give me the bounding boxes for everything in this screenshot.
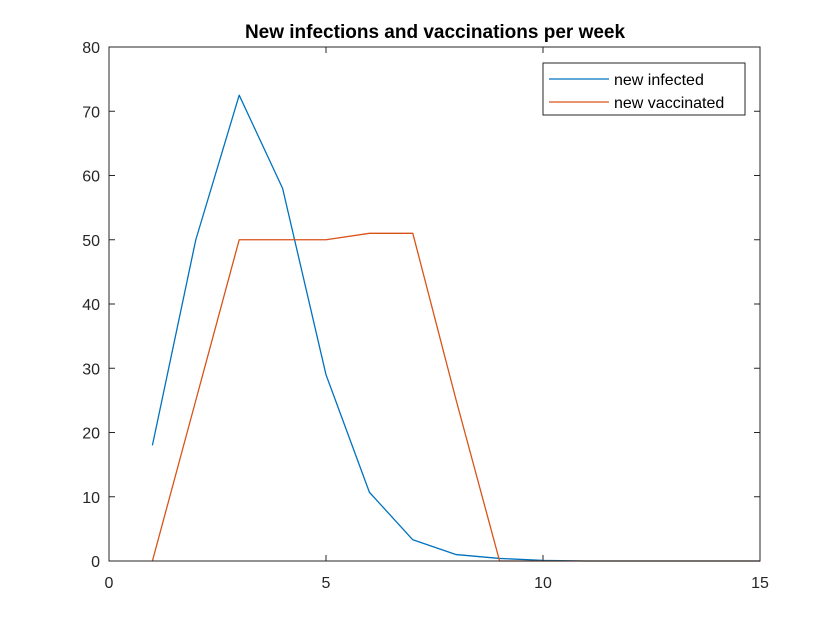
x-tick-label: 15 bbox=[751, 575, 769, 592]
y-tick-label: 50 bbox=[82, 233, 100, 250]
plot-area bbox=[109, 47, 760, 561]
x-tick-label: 5 bbox=[322, 575, 331, 592]
legend: new infected new vaccinated bbox=[542, 62, 746, 116]
y-tick-label: 40 bbox=[82, 297, 100, 314]
y-tick-label: 70 bbox=[82, 104, 100, 121]
chart-title: New infections and vaccinations per week bbox=[245, 22, 626, 43]
axes-layer: 0 5 10 15 0 10 20 30 40 50 60 70 80 bbox=[82, 40, 769, 592]
y-tick-label: 80 bbox=[82, 40, 100, 57]
legend-label-new-infected: new infected bbox=[614, 72, 704, 89]
y-tick-label: 20 bbox=[82, 426, 100, 443]
x-tick-label: 0 bbox=[105, 575, 114, 592]
legend-label-new-vaccinated: new vaccinated bbox=[614, 95, 724, 112]
y-tick-label: 0 bbox=[91, 554, 100, 571]
x-tick-label: 10 bbox=[534, 575, 552, 592]
y-tick-label: 10 bbox=[82, 490, 100, 507]
y-tick-label: 30 bbox=[82, 361, 100, 378]
legend-box bbox=[542, 62, 746, 116]
y-tick-label: 60 bbox=[82, 169, 100, 186]
